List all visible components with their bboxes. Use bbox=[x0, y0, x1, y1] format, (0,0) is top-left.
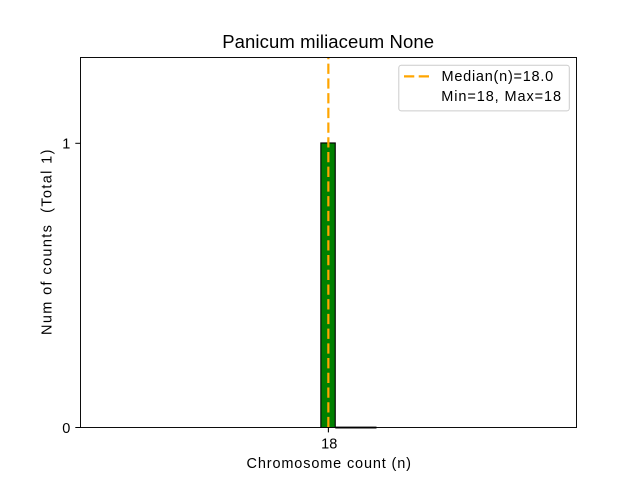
svg-text:18: 18 bbox=[321, 437, 337, 453]
svg-text:Min=18, Max=18: Min=18, Max=18 bbox=[441, 89, 562, 105]
svg-text:1: 1 bbox=[62, 136, 70, 152]
svg-text:Chromosome count (n): Chromosome count (n) bbox=[247, 456, 412, 472]
svg-text:Num of counts (Total 1): Num of counts (Total 1) bbox=[40, 148, 56, 335]
svg-text:Median(n)=18.0: Median(n)=18.0 bbox=[442, 69, 554, 85]
svg-text:0: 0 bbox=[62, 421, 70, 437]
svg-text:Panicum miliaceum None: Panicum miliaceum None bbox=[222, 31, 434, 52]
